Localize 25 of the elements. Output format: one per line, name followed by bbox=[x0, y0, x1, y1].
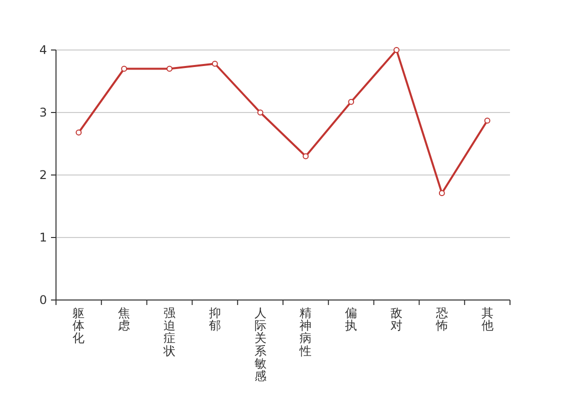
y-tick-label: 2 bbox=[39, 168, 47, 182]
y-tick-label: 4 bbox=[39, 43, 47, 58]
x-tick-label: 抑郁 bbox=[208, 306, 221, 333]
point bbox=[438, 190, 445, 196]
x-tick-label: 躯体化 bbox=[72, 306, 85, 346]
point bbox=[76, 130, 82, 136]
x-tick-label: 偏执 bbox=[345, 306, 358, 333]
x-tick-label: 恐怖 bbox=[434, 306, 448, 333]
x-tick-label: 精神病性 bbox=[298, 306, 312, 358]
point bbox=[166, 66, 172, 72]
x-tick-label: 其他 bbox=[481, 306, 494, 333]
point bbox=[394, 47, 400, 53]
y-tick-label: 0 bbox=[39, 293, 47, 308]
point bbox=[121, 66, 128, 72]
x-tick-label: 强迫症状 bbox=[162, 306, 176, 358]
y-tick-label: 3 bbox=[39, 106, 47, 120]
x-tick-label: 焦虑 bbox=[118, 306, 130, 333]
point bbox=[484, 118, 490, 124]
point bbox=[348, 98, 354, 105]
y-tick-label: 1 bbox=[39, 230, 47, 245]
x-tick-label: 敌对 bbox=[390, 306, 402, 333]
point bbox=[302, 153, 309, 160]
point bbox=[257, 110, 264, 116]
point bbox=[212, 60, 218, 67]
x-tick-label: 人际关系敏感 bbox=[254, 306, 266, 383]
